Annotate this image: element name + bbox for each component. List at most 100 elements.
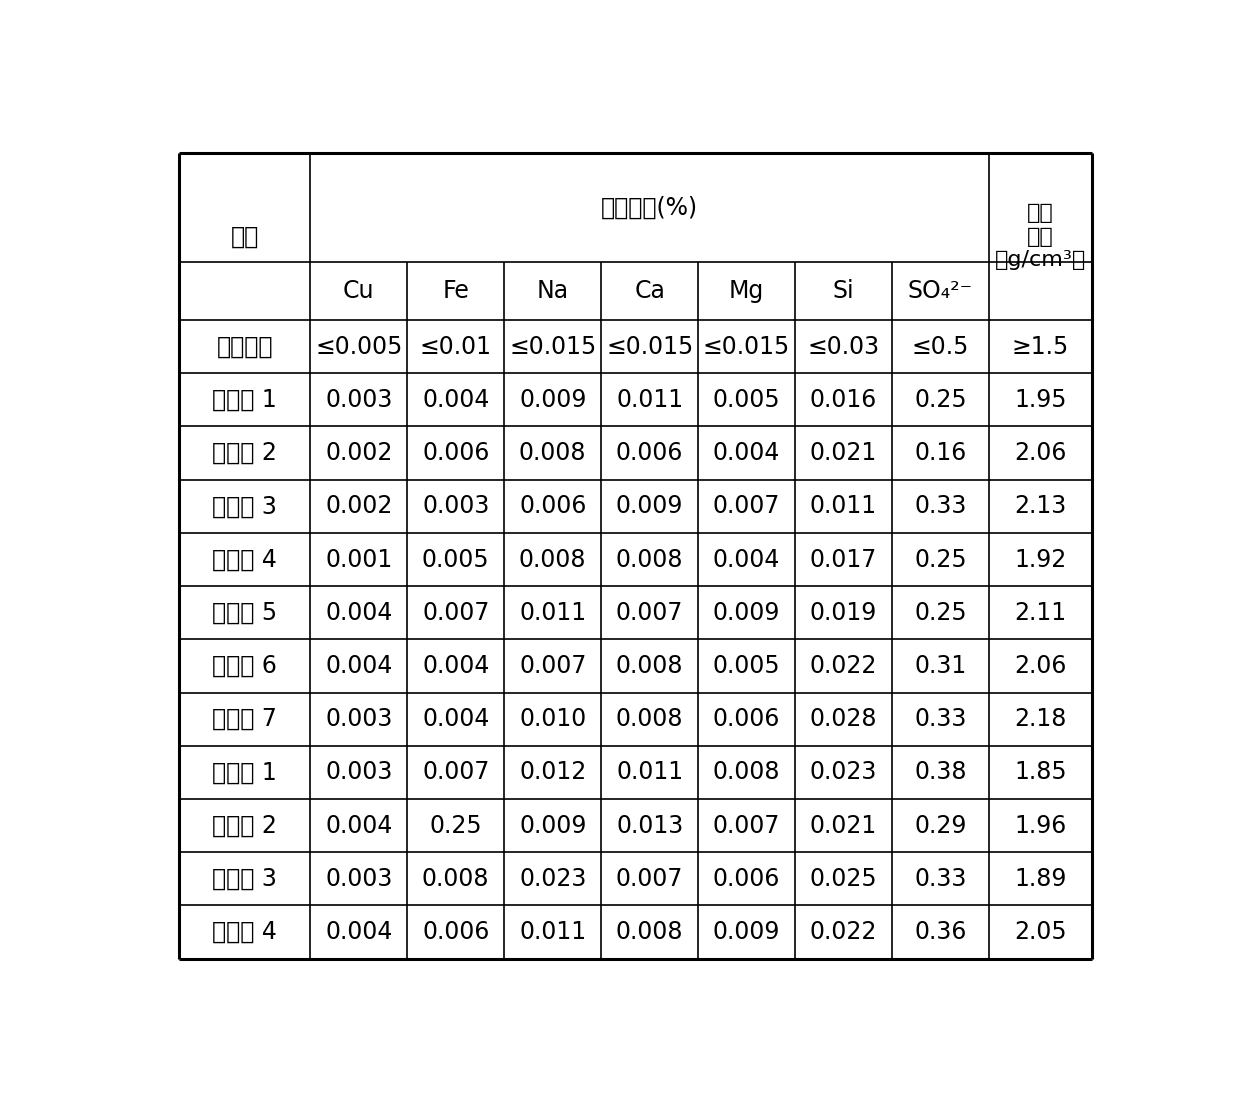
Text: 0.008: 0.008 (518, 547, 587, 571)
Text: 0.007: 0.007 (616, 866, 683, 891)
Text: 0.004: 0.004 (713, 547, 780, 571)
Text: 0.004: 0.004 (325, 920, 393, 944)
Text: 0.002: 0.002 (325, 442, 393, 465)
Text: 项目: 项目 (231, 225, 259, 249)
Text: 实施例 6: 实施例 6 (212, 654, 277, 678)
Text: 0.009: 0.009 (520, 388, 587, 412)
Text: 0.021: 0.021 (810, 814, 877, 838)
Text: 0.006: 0.006 (422, 442, 490, 465)
Text: 2.05: 2.05 (1014, 920, 1066, 944)
Text: 0.023: 0.023 (810, 761, 877, 784)
Text: 0.004: 0.004 (422, 707, 490, 731)
Text: ≤0.03: ≤0.03 (807, 335, 879, 359)
Text: 0.016: 0.016 (810, 388, 877, 412)
Text: 0.012: 0.012 (520, 761, 587, 784)
Text: 2.13: 2.13 (1014, 494, 1066, 519)
Text: 0.021: 0.021 (810, 442, 877, 465)
Text: 0.011: 0.011 (520, 601, 587, 624)
Text: 0.028: 0.028 (810, 707, 877, 731)
Text: 对比例 3: 对比例 3 (212, 866, 277, 891)
Text: 0.019: 0.019 (810, 601, 877, 624)
Text: ≤0.015: ≤0.015 (510, 335, 596, 359)
Text: 0.009: 0.009 (713, 601, 780, 624)
Text: 0.33: 0.33 (914, 866, 967, 891)
Text: 0.33: 0.33 (914, 494, 967, 519)
Text: 0.006: 0.006 (713, 866, 780, 891)
Text: 0.38: 0.38 (914, 761, 967, 784)
Text: 0.007: 0.007 (422, 761, 490, 784)
Text: 1.85: 1.85 (1014, 761, 1066, 784)
Text: 0.010: 0.010 (520, 707, 587, 731)
Text: 0.36: 0.36 (914, 920, 967, 944)
Text: 0.007: 0.007 (422, 601, 490, 624)
Text: 0.008: 0.008 (616, 654, 683, 678)
Text: 0.008: 0.008 (518, 442, 587, 465)
Text: 实施例 2: 实施例 2 (212, 442, 277, 465)
Text: Ca: Ca (634, 279, 665, 303)
Text: 1.96: 1.96 (1014, 814, 1066, 838)
Text: 0.008: 0.008 (616, 547, 683, 571)
Text: 0.009: 0.009 (616, 494, 683, 519)
Text: Si: Si (833, 279, 854, 303)
Text: 0.011: 0.011 (810, 494, 877, 519)
Text: 0.31: 0.31 (914, 654, 967, 678)
Text: 0.003: 0.003 (325, 761, 393, 784)
Text: SO₄²⁻: SO₄²⁻ (908, 279, 973, 303)
Text: 0.004: 0.004 (325, 654, 393, 678)
Text: 1.92: 1.92 (1014, 547, 1066, 571)
Text: 0.008: 0.008 (713, 761, 780, 784)
Text: 0.003: 0.003 (325, 707, 393, 731)
Text: 0.007: 0.007 (520, 654, 587, 678)
Text: Fe: Fe (443, 279, 469, 303)
Text: 0.005: 0.005 (422, 547, 490, 571)
Text: 2.11: 2.11 (1014, 601, 1066, 624)
Text: 0.023: 0.023 (520, 866, 587, 891)
Text: 0.007: 0.007 (616, 601, 683, 624)
Text: ≤0.015: ≤0.015 (606, 335, 693, 359)
Text: 0.025: 0.025 (810, 866, 878, 891)
Text: 0.022: 0.022 (810, 920, 877, 944)
Text: 杂质含量(%): 杂质含量(%) (601, 196, 698, 220)
Text: ≤0.5: ≤0.5 (911, 335, 970, 359)
Text: 0.008: 0.008 (616, 707, 683, 731)
Text: 实施例 3: 实施例 3 (212, 494, 277, 519)
Text: 2.06: 2.06 (1014, 442, 1066, 465)
Text: 0.005: 0.005 (713, 654, 780, 678)
Text: 实施例 4: 实施例 4 (212, 547, 277, 571)
Text: 0.004: 0.004 (325, 814, 393, 838)
Text: 对比例 4: 对比例 4 (212, 920, 277, 944)
Text: 0.006: 0.006 (520, 494, 587, 519)
Text: 0.007: 0.007 (713, 494, 780, 519)
Text: 0.004: 0.004 (422, 654, 490, 678)
Text: 1.89: 1.89 (1014, 866, 1066, 891)
Text: Cu: Cu (343, 279, 374, 303)
Text: 1.95: 1.95 (1014, 388, 1066, 412)
Text: 实施例 1: 实施例 1 (212, 388, 277, 412)
Text: 0.003: 0.003 (422, 494, 490, 519)
Text: 2.06: 2.06 (1014, 654, 1066, 678)
Text: 0.006: 0.006 (713, 707, 780, 731)
Text: 对比例 2: 对比例 2 (212, 814, 277, 838)
Text: 0.16: 0.16 (914, 442, 967, 465)
Text: 实施例 7: 实施例 7 (212, 707, 277, 731)
Text: 0.017: 0.017 (810, 547, 877, 571)
Text: 0.29: 0.29 (914, 814, 967, 838)
Text: 0.25: 0.25 (914, 601, 967, 624)
Text: 0.003: 0.003 (325, 388, 393, 412)
Text: 0.011: 0.011 (616, 761, 683, 784)
Text: 0.006: 0.006 (422, 920, 490, 944)
Text: 0.022: 0.022 (810, 654, 877, 678)
Text: 0.33: 0.33 (914, 707, 967, 731)
Text: 0.009: 0.009 (713, 920, 780, 944)
Text: ≤0.01: ≤0.01 (419, 335, 492, 359)
Text: 0.001: 0.001 (325, 547, 392, 571)
Text: 0.009: 0.009 (520, 814, 587, 838)
Text: 0.004: 0.004 (422, 388, 490, 412)
Text: 0.008: 0.008 (616, 920, 683, 944)
Text: ≤0.005: ≤0.005 (315, 335, 403, 359)
Text: 0.007: 0.007 (713, 814, 780, 838)
Text: ≤0.015: ≤0.015 (703, 335, 790, 359)
Text: 0.005: 0.005 (713, 388, 780, 412)
Text: 0.25: 0.25 (914, 547, 967, 571)
Text: 0.013: 0.013 (616, 814, 683, 838)
